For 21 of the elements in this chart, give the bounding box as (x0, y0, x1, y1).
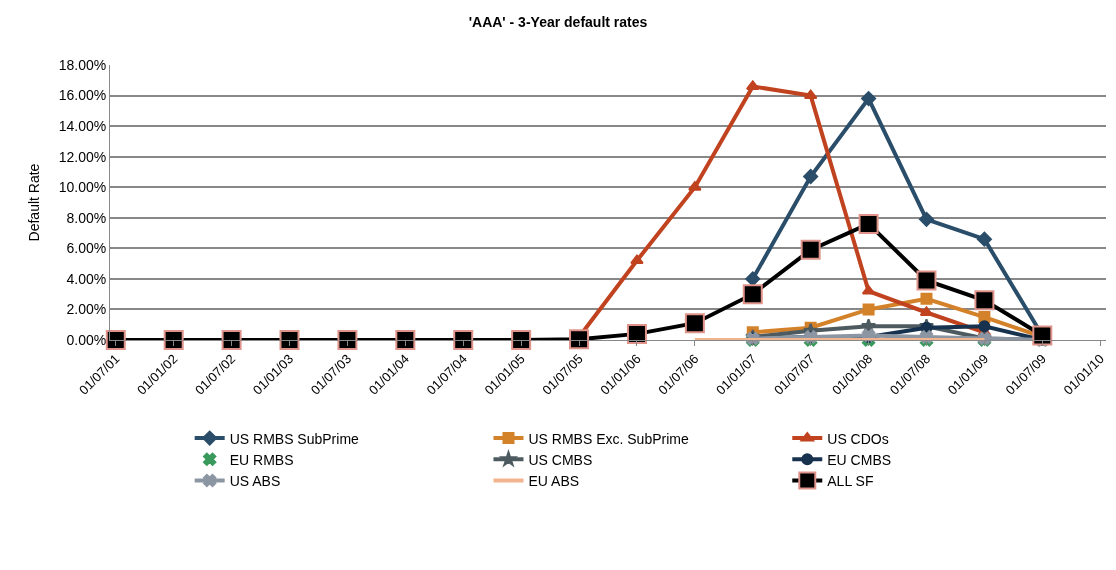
y-tick-label: 14.00% (58, 118, 107, 135)
legend-label: US ABS (229, 472, 281, 489)
legend-label: US CDOs (827, 430, 889, 447)
y-tick-label: 18.00% (58, 56, 107, 73)
legend-label: ALL SF (827, 472, 874, 489)
y-tick-label: 10.00% (58, 179, 107, 196)
legend-label: US RMBS SubPrime (229, 430, 360, 447)
legend-label: US RMBS Exc. SubPrime (528, 430, 689, 447)
y-tick-label: 4.00% (66, 270, 107, 287)
legend-label: EU ABS (528, 472, 580, 489)
chart-title: 'AAA' - 3-Year default rates (468, 13, 648, 30)
y-tick-label: 0.00% (66, 331, 107, 348)
y-tick-label: 6.00% (66, 240, 107, 257)
y-tick-label: 12.00% (58, 148, 107, 165)
legend-label: EU CMBS (827, 451, 892, 468)
y-tick-label: 8.00% (66, 209, 107, 226)
y-tick-label: 16.00% (58, 87, 107, 104)
legend-label: US CMBS (528, 451, 593, 468)
legend-label: EU RMBS (229, 451, 294, 468)
y-axis-title: Default Rate (26, 163, 43, 242)
y-tick-label: 2.00% (66, 301, 107, 318)
